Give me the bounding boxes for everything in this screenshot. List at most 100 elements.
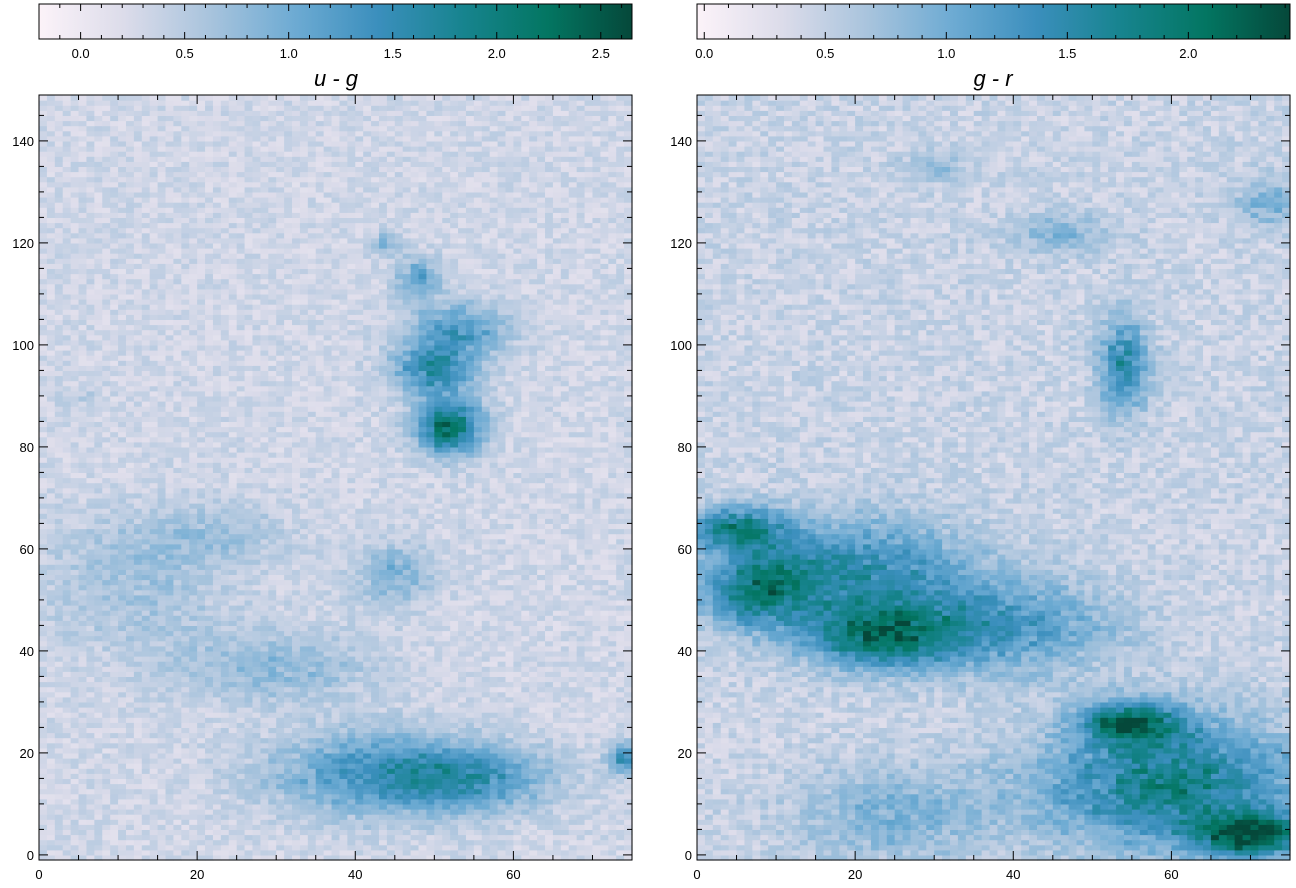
heatmap-cell <box>213 727 222 733</box>
heatmap-cell <box>110 748 119 754</box>
heatmap-cell <box>624 784 633 790</box>
heatmap-cell <box>260 845 269 851</box>
heatmap-cell <box>426 829 435 835</box>
heatmap-cell <box>55 814 64 820</box>
heatmap-cell <box>260 814 269 820</box>
heatmap-cell <box>276 819 285 825</box>
heatmap-cell <box>252 722 261 728</box>
heatmap-cell <box>482 743 491 749</box>
heatmap-cell <box>371 758 380 764</box>
heatmap-cell <box>205 840 214 846</box>
heatmap-cell <box>466 789 475 795</box>
heatmap-cell <box>39 829 48 835</box>
heatmap-cell <box>411 824 420 830</box>
heatmap-cell <box>592 733 601 739</box>
heatmap-cell <box>55 707 64 713</box>
heatmap-cell <box>458 712 467 718</box>
heatmap-cell <box>434 809 443 815</box>
heatmap-cell <box>545 845 554 851</box>
heatmap-cell <box>482 845 491 851</box>
heatmap-cell <box>300 829 309 835</box>
heatmap-cell <box>379 794 388 800</box>
heatmap-cell <box>371 829 380 835</box>
heatmap-cell <box>426 819 435 825</box>
colorbar-tick-label: 1.0 <box>280 46 298 61</box>
heatmap-cell <box>276 789 285 795</box>
heatmap-cell <box>363 768 372 774</box>
heatmap-cell <box>166 707 175 713</box>
heatmap-cell <box>47 789 56 795</box>
heatmap-cell <box>237 814 246 820</box>
heatmap-cell <box>197 753 206 759</box>
heatmap-cell <box>442 824 451 830</box>
heatmap-cell <box>94 804 103 810</box>
heatmap-cell <box>419 789 428 795</box>
heatmap-cell <box>94 778 103 784</box>
heatmap-cell <box>529 727 538 733</box>
heatmap-cell <box>585 712 594 718</box>
heatmap-cell <box>490 784 499 790</box>
heatmap-cell <box>63 758 72 764</box>
heatmap-cell <box>197 722 206 728</box>
heatmap-cell <box>379 773 388 779</box>
heatmap-cell <box>86 733 95 739</box>
heatmap-cell <box>347 763 356 769</box>
heatmap-cell <box>600 804 609 810</box>
heatmap-cell <box>419 763 428 769</box>
heatmap-cell <box>490 753 499 759</box>
heatmap-cell <box>110 845 119 851</box>
heatmap-cell <box>466 707 475 713</box>
heatmap-cell <box>608 804 617 810</box>
heatmap-cell <box>616 784 625 790</box>
heatmap-cell <box>142 717 151 723</box>
heatmap-cell <box>55 753 64 759</box>
heatmap-cell <box>189 829 198 835</box>
heatmap-cell <box>189 773 198 779</box>
heatmap-cell <box>150 707 159 713</box>
heatmap-cell <box>268 712 277 718</box>
heatmap-cell <box>498 748 507 754</box>
heatmap-cell <box>173 809 182 815</box>
heatmap-cell <box>355 768 364 774</box>
heatmap-cell <box>79 722 88 728</box>
heatmap-cell <box>585 727 594 733</box>
heatmap-cell <box>86 804 95 810</box>
heatmap-cell <box>260 840 269 846</box>
heatmap-cell <box>260 753 269 759</box>
heatmap-cell <box>426 799 435 805</box>
heatmap-cell <box>268 784 277 790</box>
heatmap-cell <box>561 799 570 805</box>
heatmap-cell <box>316 707 325 713</box>
heatmap-cell <box>110 722 119 728</box>
heatmap-cell <box>537 738 546 744</box>
heatmap-cell <box>434 819 443 825</box>
heatmap-cell <box>513 707 522 713</box>
heatmap-cell <box>521 824 530 830</box>
heatmap-cell <box>545 840 554 846</box>
heatmap-cell <box>521 748 530 754</box>
heatmap-cell <box>284 809 293 815</box>
heatmap-cell <box>529 784 538 790</box>
heatmap-cell <box>505 850 514 856</box>
heatmap-cell <box>55 845 64 851</box>
heatmap-cell <box>403 778 412 784</box>
heatmap-cell <box>482 814 491 820</box>
heatmap-cell <box>450 768 459 774</box>
heatmap-cell <box>561 804 570 810</box>
heatmap-cell <box>47 758 56 764</box>
heatmap-cell <box>181 835 190 841</box>
heatmap-cell <box>592 717 601 723</box>
heatmap-cell <box>458 804 467 810</box>
heatmap-cell <box>466 712 475 718</box>
heatmap-cell <box>229 773 238 779</box>
heatmap-cell <box>569 753 578 759</box>
heatmap-cell <box>411 814 420 820</box>
heatmap-cell <box>118 768 127 774</box>
heatmap-cell <box>166 727 175 733</box>
heatmap-cell <box>561 773 570 779</box>
heatmap-cell <box>474 717 483 723</box>
heatmap-cell <box>55 712 64 718</box>
heatmap-cell <box>482 733 491 739</box>
heatmap-cell <box>94 824 103 830</box>
heatmap-cell <box>553 768 562 774</box>
